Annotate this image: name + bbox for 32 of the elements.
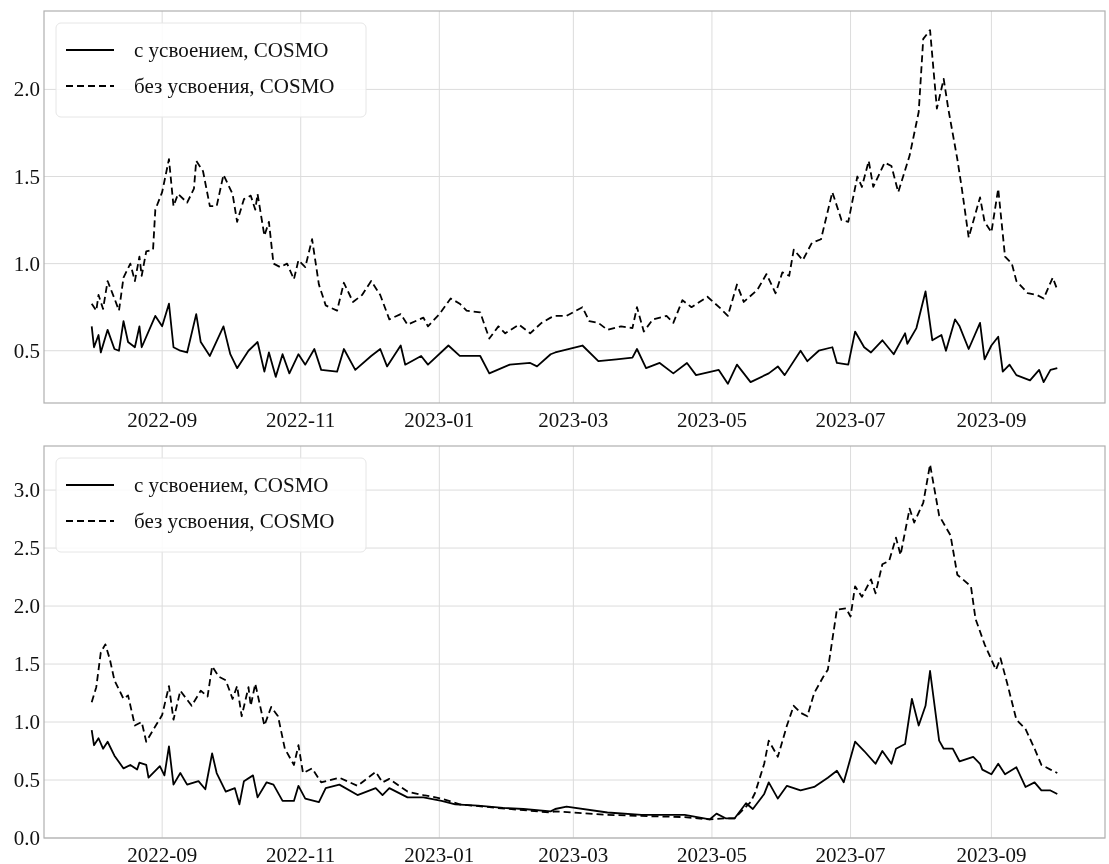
y-tick-label: 1.5 xyxy=(13,164,40,189)
x-tick-label: 2023-07 xyxy=(815,843,886,864)
y-tick-label: 0.0 xyxy=(13,826,40,850)
legend-label: без усвоения, COSMO xyxy=(134,509,335,533)
y-tick-label: 2.0 xyxy=(13,594,40,619)
x-tick-label: 2023-03 xyxy=(538,408,609,432)
y-tick-label: 1.0 xyxy=(13,710,40,735)
y-tick-label: 2.5 xyxy=(13,536,40,561)
x-tick-label: 2023-05 xyxy=(676,408,747,432)
legend-label: без усвоения, COSMO xyxy=(134,74,335,98)
legend-label: с усвоением, COSMO xyxy=(134,38,329,62)
x-tick-label: 2022-11 xyxy=(266,408,336,432)
x-tick-label: 2023-07 xyxy=(815,408,886,432)
y-tick-label: 0.5 xyxy=(13,768,40,793)
x-tick-label: 2023-05 xyxy=(676,843,747,864)
line-series xyxy=(90,463,1059,821)
y-tick-label: 1.0 xyxy=(13,251,40,276)
x-tick-label: 2022-11 xyxy=(266,843,336,864)
y-tick-label: 0.5 xyxy=(13,338,40,363)
x-tick-label: 2023-03 xyxy=(538,843,609,864)
y-tick-label: 3.0 xyxy=(13,478,40,503)
x-tick-label: 2022-09 xyxy=(127,408,198,432)
y-tick-label: 1.5 xyxy=(13,652,40,677)
x-tick-label: 2023-09 xyxy=(956,408,1027,432)
x-tick-label: 2022-09 xyxy=(127,843,198,864)
line-series xyxy=(90,290,1059,385)
x-tick-label: 2023-09 xyxy=(956,843,1027,864)
legend-label: с усвоением, COSMO xyxy=(134,473,329,497)
x-tick-label: 2023-01 xyxy=(404,408,475,432)
x-tick-label: 2023-01 xyxy=(404,843,475,864)
line-series xyxy=(90,29,1059,340)
y-tick-label: 2.0 xyxy=(13,77,40,102)
